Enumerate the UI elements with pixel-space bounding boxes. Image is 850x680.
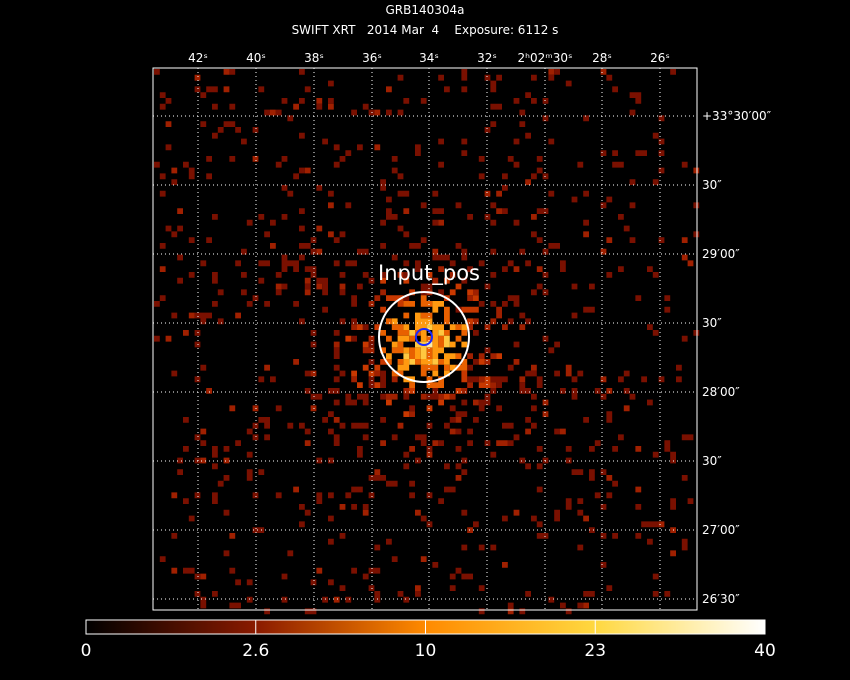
coordinate-grid xyxy=(153,68,697,610)
colorbar-label: 10 xyxy=(415,641,437,661)
ra-label: 40ˢ xyxy=(246,51,266,65)
colorbar-label: 23 xyxy=(584,641,606,661)
dec-label: 26′30″ xyxy=(702,592,740,606)
dec-label: 30″ xyxy=(702,316,722,330)
position-marker xyxy=(415,328,433,346)
dec-label: 28′00″ xyxy=(702,385,740,399)
subtitle: SWIFT XRT 2014 Mar 4 Exposure: 6112 s xyxy=(292,23,559,37)
ra-label: 2ʰ02ᵐ30ˢ xyxy=(518,51,573,65)
counts-image xyxy=(154,69,700,615)
dec-label: 27′00″ xyxy=(702,523,740,537)
dec-label: +33°30′00″ xyxy=(702,109,772,123)
image-frame xyxy=(152,67,698,611)
title: GRB140304a xyxy=(385,3,464,17)
ra-label: 38ˢ xyxy=(304,51,324,65)
source-region xyxy=(378,291,470,383)
ra-label: 26ˢ xyxy=(650,51,670,65)
dec-label: 29′00″ xyxy=(702,247,740,261)
colorbar-label: 0 xyxy=(81,641,92,661)
ra-label: 34ˢ xyxy=(419,51,439,65)
ra-label: 32ˢ xyxy=(477,51,497,65)
ra-label: 36ˢ xyxy=(362,51,382,65)
region-label: Input_pos xyxy=(378,261,480,286)
photon-pixels xyxy=(345,272,502,417)
dec-label: 30″ xyxy=(702,178,722,192)
ra-label: 28ˢ xyxy=(592,51,612,65)
photon-pixels xyxy=(386,301,468,383)
colorbar-label: 2.6 xyxy=(242,641,269,661)
dec-label: 30″ xyxy=(702,454,722,468)
colorbar-label: 40 xyxy=(754,641,776,661)
ra-label: 42ˢ xyxy=(188,51,208,65)
